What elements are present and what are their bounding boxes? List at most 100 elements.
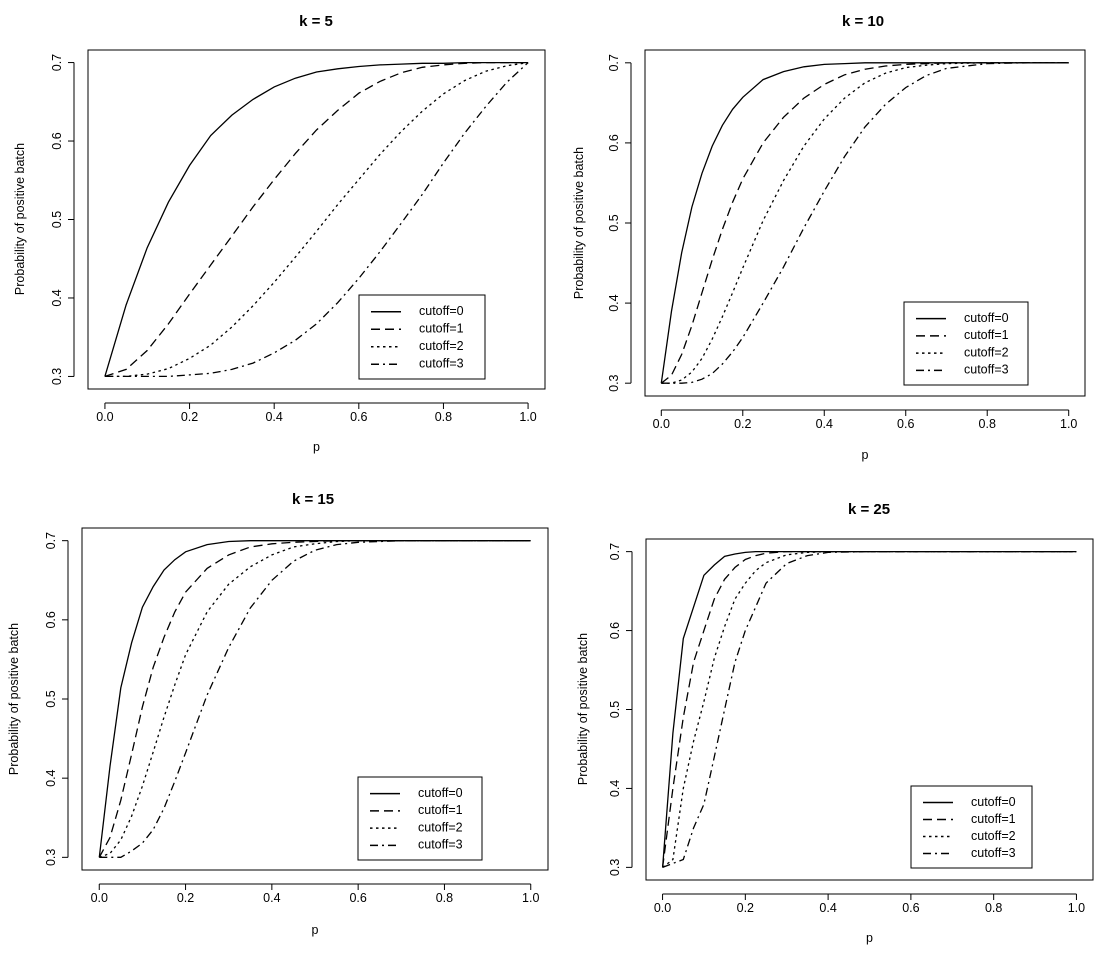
- x-tick-label: 0.8: [979, 417, 996, 431]
- legend: cutoff=0 cutoff=1 cutoff=2 cutoff=3: [357, 776, 483, 861]
- y-tick-label: 0.3: [608, 859, 622, 876]
- x-tick-label: 1.0: [1068, 901, 1085, 915]
- x-tick-label: 0.0: [653, 417, 670, 431]
- legend-entry-label: cutoff=1: [971, 812, 1016, 826]
- x-tick-label: 1.0: [1060, 417, 1077, 431]
- legend-entry-label: cutoff=2: [418, 820, 463, 834]
- chart-panel-2: k = 10 0.0 0.2 0.4 0.6 0.8 1.0 0.3 0.4 0.5 0.6 0.7 p…: [572, 13, 1086, 462]
- y-tick-label: 0.4: [608, 780, 622, 797]
- plot-frame: [87, 49, 546, 390]
- x-tick-label: 0.8: [985, 901, 1002, 915]
- series-line-cutoff-2: [104, 61, 529, 378]
- x-tick-label: 0.2: [181, 410, 198, 424]
- y-tick-label: 0.4: [44, 769, 58, 786]
- series-line-cutoff-0: [661, 550, 1077, 868]
- legend-entry-label: cutoff=1: [418, 803, 463, 817]
- legend-entry-label: cutoff=1: [964, 328, 1009, 342]
- y-axis-label: Probability of positive batch: [13, 143, 27, 295]
- legend-entry-label: cutoff=1: [419, 322, 464, 336]
- y-axis-label: Probability of positive batch: [576, 633, 590, 785]
- legend-entry-label: cutoff=0: [419, 304, 464, 318]
- legend-box: [358, 294, 486, 380]
- series-line-cutoff-3: [99, 540, 531, 858]
- series-line-cutoff-1: [104, 61, 529, 378]
- legend-entry-label: cutoff=2: [971, 829, 1016, 843]
- x-tick-label: 1.0: [522, 891, 539, 905]
- x-axis-label: p: [866, 931, 873, 945]
- y-tick-label: 0.4: [607, 294, 621, 311]
- y-tick-label: 0.6: [608, 622, 622, 639]
- chart-title: k = 15: [292, 491, 334, 508]
- legend-entry-label: cutoff=3: [419, 357, 464, 371]
- legend-entry-label: cutoff=2: [964, 345, 1009, 359]
- x-tick-label: 0.2: [177, 891, 194, 905]
- series-line-cutoff-1: [660, 62, 1069, 384]
- x-tick-label: 0.6: [897, 417, 914, 431]
- series-line-cutoff-0: [104, 61, 529, 377]
- x-axis-label: p: [312, 923, 319, 937]
- plot-frame: [644, 49, 1086, 397]
- y-tick-label: 0.3: [607, 374, 621, 391]
- legend-box: [910, 785, 1033, 869]
- chart-panel-3: k = 15 0.0 0.2 0.4 0.6 0.8 1.0 0.3 0.4 0.5 0.6 0.7 p…: [7, 491, 549, 937]
- series-line-cutoff-3: [661, 62, 1069, 384]
- y-tick-label: 0.5: [607, 214, 621, 231]
- legend: cutoff=0 cutoff=1 cutoff=2 cutoff=3: [903, 301, 1029, 386]
- series-line-cutoff-2: [99, 540, 531, 858]
- y-tick-label: 0.6: [44, 611, 58, 628]
- x-tick-label: 0.6: [349, 891, 366, 905]
- y-tick-label: 0.5: [50, 211, 64, 228]
- chart-panel-1: k = 5 0.0 0.2 0.4 0.6 0.8 1.0 0.3 0.4 0.5 0.6 0.7 p P…: [13, 13, 546, 454]
- series-line-cutoff-1: [98, 540, 531, 858]
- x-tick-label: 0.6: [350, 410, 367, 424]
- chart-title: k = 10: [842, 13, 884, 30]
- series-line-cutoff-3: [662, 550, 1077, 869]
- legend-entry-label: cutoff=3: [418, 838, 463, 852]
- y-tick-label: 0.6: [607, 134, 621, 151]
- y-tick-label: 0.7: [608, 543, 622, 560]
- series-line-cutoff-2: [661, 62, 1069, 384]
- legend: cutoff=0 cutoff=1 cutoff=2 cutoff=3: [358, 294, 486, 380]
- x-tick-label: 1.0: [519, 410, 536, 424]
- legend-box: [903, 301, 1029, 386]
- y-tick-label: 0.6: [50, 132, 64, 149]
- x-tick-label: 0.2: [734, 417, 751, 431]
- x-tick-label: 0.2: [737, 901, 754, 915]
- series-line-cutoff-1: [661, 550, 1077, 868]
- chart-title: k = 5: [299, 13, 333, 30]
- y-axis-label: Probability of positive batch: [572, 147, 586, 299]
- x-tick-label: 0.4: [265, 410, 282, 424]
- plot-frame: [645, 538, 1094, 881]
- legend-entry-label: cutoff=3: [971, 846, 1016, 860]
- y-tick-label: 0.7: [44, 532, 58, 549]
- x-tick-label: 0.4: [816, 417, 833, 431]
- legend-entry-label: cutoff=0: [418, 786, 463, 800]
- y-tick-label: 0.4: [50, 289, 64, 306]
- y-tick-label: 0.7: [50, 54, 64, 71]
- y-tick-label: 0.5: [44, 690, 58, 707]
- x-tick-label: 0.0: [91, 891, 108, 905]
- legend-entry-label: cutoff=3: [964, 363, 1009, 377]
- chart-panel-4: k = 25 0.0 0.2 0.4 0.6 0.8 1.0 0.3 0.4 0.5 0.6 0.7 p…: [576, 501, 1094, 945]
- y-tick-label: 0.5: [608, 701, 622, 718]
- x-tick-label: 0.0: [96, 410, 113, 424]
- y-tick-label: 0.3: [50, 368, 64, 385]
- legend-entry-label: cutoff=0: [964, 311, 1009, 325]
- legend-box: [357, 776, 483, 861]
- x-tick-label: 0.8: [436, 891, 453, 905]
- legend: cutoff=0 cutoff=1 cutoff=2 cutoff=3: [910, 785, 1033, 869]
- x-tick-label: 0.4: [263, 891, 280, 905]
- x-tick-label: 0.6: [902, 901, 919, 915]
- chart-title: k = 25: [848, 501, 890, 518]
- series-line-cutoff-2: [662, 550, 1077, 868]
- y-tick-label: 0.3: [44, 849, 58, 866]
- y-axis-label: Probability of positive batch: [7, 623, 21, 775]
- series-line-cutoff-3: [104, 62, 529, 378]
- legend-entry-label: cutoff=2: [419, 339, 464, 353]
- x-axis-label: p: [862, 448, 869, 462]
- x-axis-label: p: [313, 440, 320, 454]
- y-tick-label: 0.7: [607, 54, 621, 71]
- x-tick-label: 0.0: [654, 901, 671, 915]
- x-tick-label: 0.8: [435, 410, 452, 424]
